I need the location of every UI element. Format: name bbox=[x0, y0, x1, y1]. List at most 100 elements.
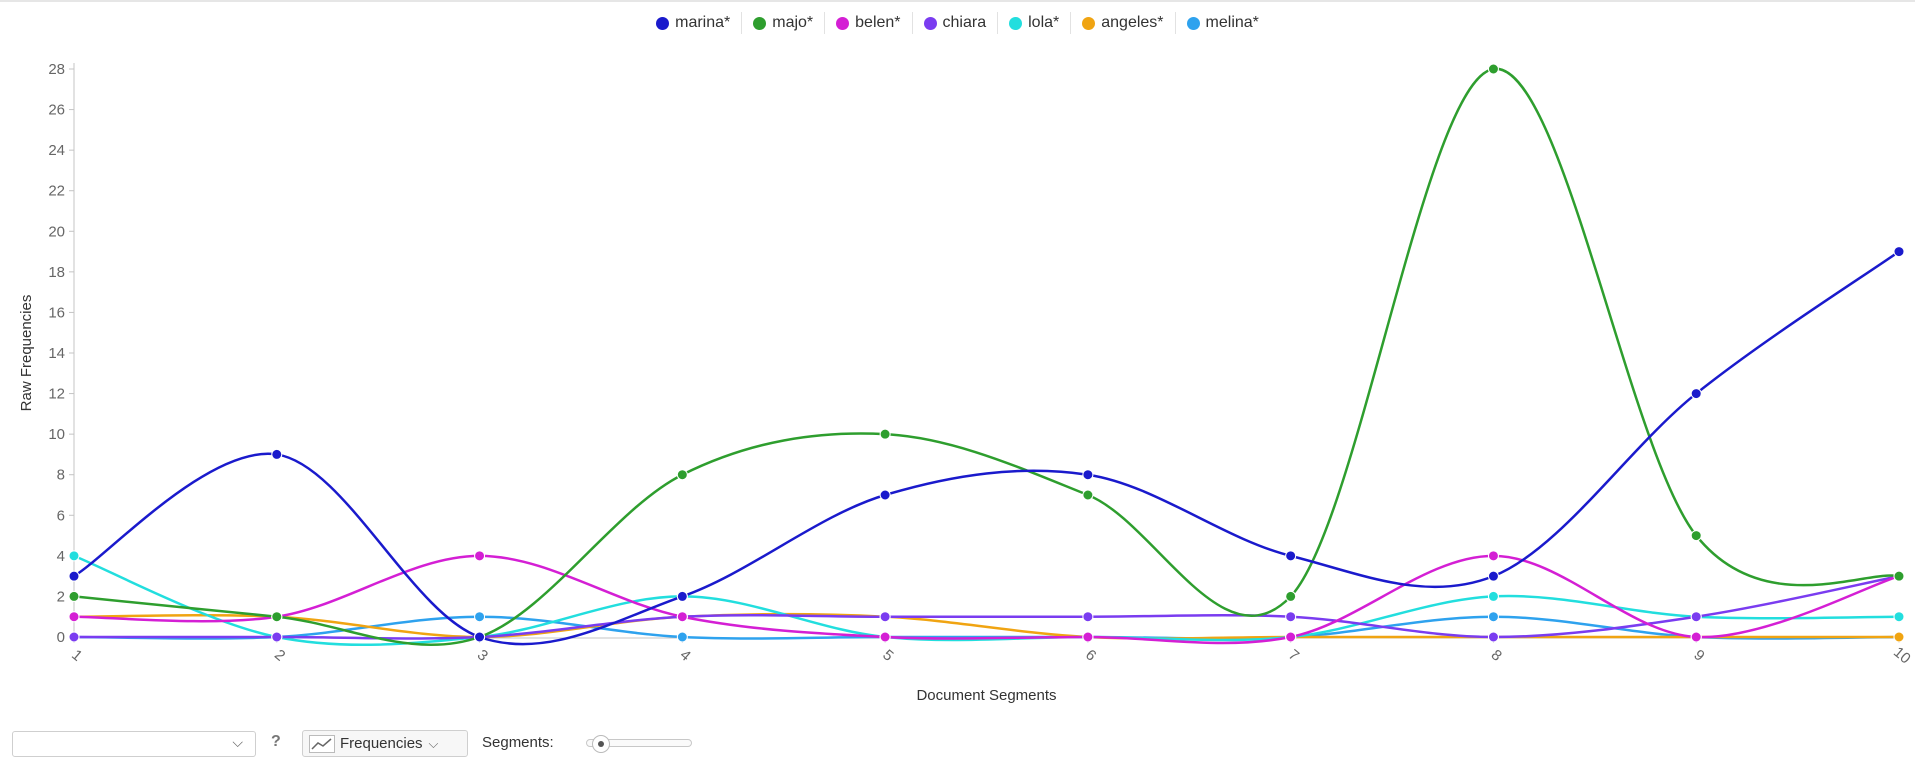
legend-dot-icon bbox=[753, 16, 767, 30]
bottom-toolbar: ⌵ ? Frequencies ⌵ Segments: bbox=[0, 726, 1915, 757]
y-tick-label: 24 bbox=[48, 142, 65, 159]
legend-item-angeles[interactable]: angeles* bbox=[1070, 12, 1174, 34]
data-point-lola[interactable] bbox=[68, 550, 80, 562]
x-tick-label: 2 bbox=[271, 646, 288, 664]
data-point-lola[interactable] bbox=[1893, 611, 1905, 623]
x-tick-label: 8 bbox=[1488, 646, 1505, 664]
data-point-belen[interactable] bbox=[68, 611, 80, 623]
top-divider bbox=[0, 0, 1915, 2]
y-axis-title: Raw Frequencies bbox=[18, 295, 35, 412]
data-point-chiara[interactable] bbox=[879, 611, 891, 623]
frequencies-label: Frequencies bbox=[340, 735, 423, 752]
data-point-majo[interactable] bbox=[1893, 570, 1905, 582]
data-point-belen[interactable] bbox=[1690, 631, 1702, 643]
data-point-lola[interactable] bbox=[1487, 590, 1499, 602]
data-point-marina[interactable] bbox=[1690, 388, 1702, 400]
y-tick-label: 28 bbox=[48, 61, 65, 78]
data-point-chiara[interactable] bbox=[1285, 611, 1297, 623]
legend-dot-icon bbox=[1186, 16, 1200, 30]
y-tick-label: 12 bbox=[48, 386, 65, 403]
x-tick-label: 7 bbox=[1285, 646, 1302, 664]
data-point-belen[interactable] bbox=[1082, 631, 1094, 643]
y-tick-label: 6 bbox=[57, 507, 65, 524]
x-tick-label: 5 bbox=[879, 646, 896, 664]
line-chart-icon bbox=[309, 734, 335, 753]
data-point-marina[interactable] bbox=[1285, 550, 1297, 562]
data-point-majo[interactable] bbox=[676, 469, 688, 481]
segments-slider[interactable] bbox=[586, 735, 692, 753]
data-point-chiara[interactable] bbox=[271, 631, 283, 643]
data-point-angeles[interactable] bbox=[1893, 631, 1905, 643]
y-tick-label: 26 bbox=[48, 102, 65, 119]
data-point-majo[interactable] bbox=[1690, 530, 1702, 542]
y-tick-label: 22 bbox=[48, 183, 65, 200]
data-point-belen[interactable] bbox=[474, 550, 486, 562]
data-point-melina[interactable] bbox=[474, 611, 486, 623]
data-point-chiara[interactable] bbox=[1487, 631, 1499, 643]
data-point-marina[interactable] bbox=[1082, 469, 1094, 481]
data-point-majo[interactable] bbox=[271, 611, 283, 623]
y-tick-label: 16 bbox=[48, 304, 65, 321]
chevron-down-icon: ⌵ bbox=[428, 735, 439, 751]
legend-label: lola* bbox=[1028, 14, 1060, 31]
legend-label: marina* bbox=[675, 14, 731, 31]
legend-item-majo[interactable]: majo* bbox=[741, 12, 824, 34]
data-point-belen[interactable] bbox=[676, 611, 688, 623]
help-icon[interactable]: ? bbox=[271, 733, 281, 750]
slider-handle[interactable] bbox=[592, 735, 610, 753]
legend-dot-icon bbox=[836, 16, 850, 30]
data-point-belen[interactable] bbox=[1487, 550, 1499, 562]
legend-item-lola[interactable]: lola* bbox=[997, 12, 1070, 34]
data-point-belen[interactable] bbox=[879, 631, 891, 643]
data-point-belen[interactable] bbox=[1285, 631, 1297, 643]
data-point-majo[interactable] bbox=[1082, 489, 1094, 501]
data-point-majo[interactable] bbox=[1285, 590, 1297, 602]
legend-item-belen[interactable]: belen* bbox=[824, 12, 911, 34]
slider-track bbox=[586, 739, 692, 747]
segments-label: Segments: bbox=[482, 734, 554, 751]
legend-item-marina[interactable]: marina* bbox=[645, 12, 741, 34]
legend-label: melina* bbox=[1205, 14, 1259, 31]
frequencies-button[interactable]: Frequencies ⌵ bbox=[302, 730, 468, 757]
legend-dot-icon bbox=[1082, 16, 1096, 30]
term-combo-box[interactable]: ⌵ bbox=[12, 731, 256, 757]
chevron-down-icon[interactable]: ⌵ bbox=[232, 734, 243, 750]
chart-legend: marina* majo* belen* chiara lola* angeles* mel… bbox=[0, 10, 1915, 36]
data-point-melina[interactable] bbox=[1487, 611, 1499, 623]
data-point-chiara[interactable] bbox=[1690, 611, 1702, 623]
legend-label: chiara bbox=[942, 14, 987, 31]
data-point-marina[interactable] bbox=[1893, 246, 1905, 258]
series-line-marina bbox=[73, 250, 1900, 646]
data-point-chiara[interactable] bbox=[68, 631, 80, 643]
y-tick-label: 2 bbox=[57, 588, 65, 605]
data-point-chiara[interactable] bbox=[1082, 611, 1094, 623]
data-point-marina[interactable] bbox=[474, 631, 486, 643]
legend-label: angeles* bbox=[1101, 14, 1164, 31]
legend-label: belen* bbox=[855, 14, 901, 31]
x-tick-label: 3 bbox=[474, 646, 491, 664]
legend-dot-icon bbox=[656, 16, 670, 30]
data-point-majo[interactable] bbox=[879, 428, 891, 440]
x-tick-label: 6 bbox=[1082, 646, 1099, 664]
x-axis-title: Document Segments bbox=[916, 687, 1056, 704]
y-tick-label: 4 bbox=[57, 548, 65, 565]
legend-item-chiara[interactable]: chiara bbox=[911, 12, 998, 34]
y-tick-label: 14 bbox=[48, 345, 65, 362]
series-line-angeles bbox=[73, 612, 1899, 640]
data-point-marina[interactable] bbox=[879, 489, 891, 501]
legend-dot-icon bbox=[1009, 16, 1023, 30]
data-point-majo[interactable] bbox=[1487, 63, 1499, 75]
data-point-majo[interactable] bbox=[68, 590, 80, 602]
data-point-melina[interactable] bbox=[676, 631, 688, 643]
x-tick-label: 9 bbox=[1690, 646, 1707, 664]
data-point-marina[interactable] bbox=[271, 448, 283, 460]
series-line-majo bbox=[73, 67, 1900, 646]
y-tick-label: 10 bbox=[48, 426, 65, 443]
y-tick-label: 0 bbox=[57, 629, 65, 646]
series-line-lola bbox=[73, 554, 1900, 647]
y-tick-label: 8 bbox=[57, 467, 65, 484]
data-point-marina[interactable] bbox=[1487, 570, 1499, 582]
data-point-marina[interactable] bbox=[676, 590, 688, 602]
legend-item-melina[interactable]: melina* bbox=[1174, 12, 1270, 34]
data-point-marina[interactable] bbox=[68, 570, 80, 582]
